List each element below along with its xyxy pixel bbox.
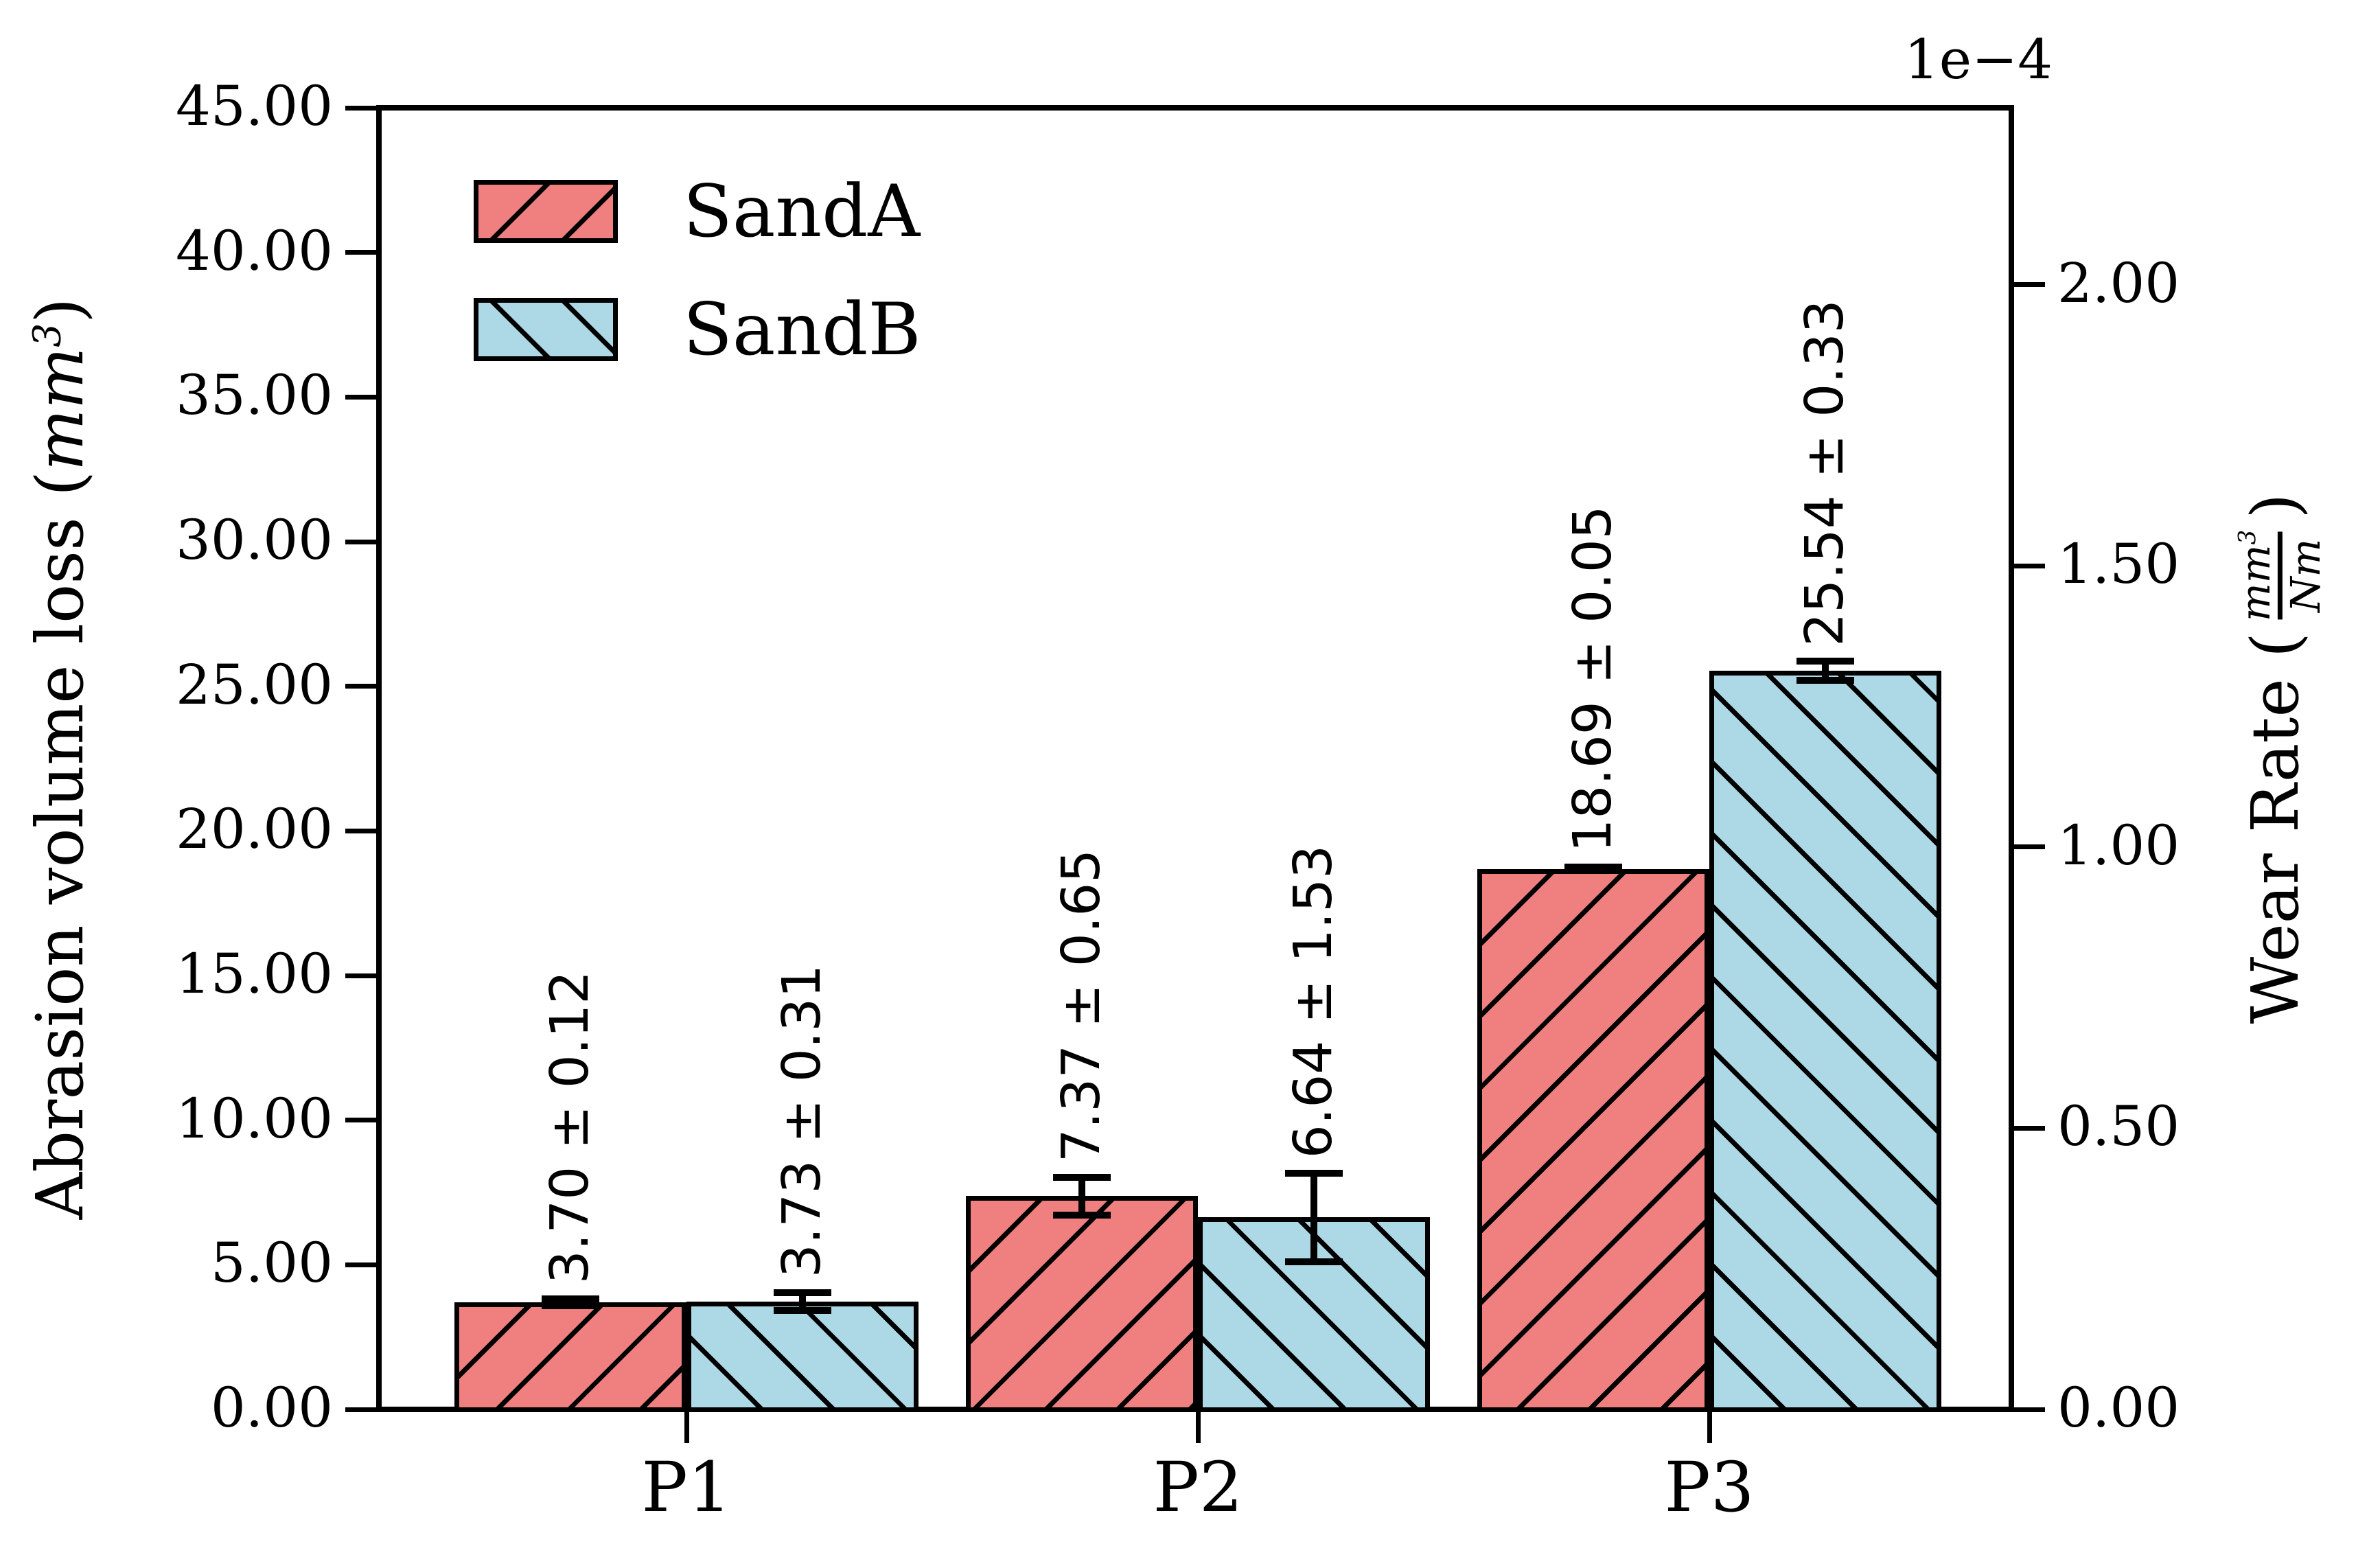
x-tick	[1195, 1412, 1201, 1443]
error-bar-line	[1078, 1177, 1085, 1215]
bar-sanda-p1	[454, 1302, 686, 1412]
y-tick-label-right: 0.50	[2057, 1094, 2180, 1159]
y-tick-left	[345, 1407, 376, 1412]
bar-sanda-p3	[1477, 868, 1709, 1412]
y-tick-label-right: 1.50	[2057, 532, 2180, 597]
error-bar-cap-top	[1796, 658, 1854, 665]
right-axis-title-text: Wear Rate (	[2238, 632, 2313, 1024]
y-tick-right	[2014, 282, 2045, 288]
bar-value-label: 6.64 ± 1.53	[1283, 844, 1344, 1158]
bar-sandb-p3	[1709, 670, 1941, 1412]
y-tick-label-left: 25.00	[175, 652, 333, 717]
y-tick-label-right: 2.00	[2057, 251, 2180, 315]
axis-offset-text: 1e−4	[1904, 27, 2053, 91]
y-tick-label-left: 10.00	[175, 1086, 333, 1151]
y-tick-right	[2014, 1407, 2045, 1412]
y-tick-label-left: 20.00	[175, 797, 333, 862]
y-tick-label-left: 15.00	[175, 942, 333, 1006]
left-axis-title-superscript: 3	[25, 323, 69, 347]
bar-value-label: 25.54 ± 0.33	[1794, 299, 1856, 647]
fraction-numerator-superscript: 3	[2234, 529, 2262, 545]
x-tick-label: P2	[1153, 1447, 1243, 1527]
error-bar-cap-bottom	[1053, 1211, 1111, 1219]
y-tick-label-left: 35.00	[175, 363, 333, 428]
left-axis-title-suffix: )	[23, 297, 98, 323]
y-tick-label-left: 45.00	[175, 74, 333, 138]
y-tick-left	[345, 1262, 376, 1267]
error-bar-cap-top	[1053, 1174, 1111, 1181]
legend-label-sandb: SandB	[683, 288, 921, 371]
error-bar-cap-top	[1285, 1169, 1343, 1177]
error-bar-cap-bottom	[1796, 676, 1854, 684]
y-tick-left	[345, 250, 376, 255]
bar-value-label: 3.73 ± 0.31	[772, 964, 833, 1278]
error-bar-line	[567, 1299, 574, 1306]
y-tick-right	[2014, 844, 2045, 850]
y-tick-label-left: 0.00	[210, 1376, 333, 1440]
y-tick-label-right: 1.00	[2057, 813, 2180, 877]
y-tick-left	[345, 828, 376, 833]
error-bar-cap-bottom	[774, 1306, 831, 1314]
error-bar-cap-bottom	[542, 1302, 599, 1310]
error-bar-cap-top	[542, 1295, 599, 1303]
y-tick-left	[345, 394, 376, 400]
y-tick-right	[2014, 1125, 2045, 1131]
left-axis-title-unit: mm	[23, 347, 98, 471]
error-bar-line	[799, 1292, 806, 1311]
fraction-numerator: mm3	[2231, 523, 2279, 628]
wear-rate-fraction: mm3 Nm	[2231, 523, 2329, 628]
error-bar-line	[1310, 1173, 1317, 1262]
y-tick-label-right: 0.00	[2057, 1376, 2180, 1440]
left-axis-title-text: Abrasion volume loss (	[23, 470, 98, 1220]
error-bar-cap-top	[774, 1289, 831, 1296]
fraction-denominator: Nm	[2277, 531, 2329, 620]
error-bar-cap-bottom	[1564, 866, 1622, 874]
y-tick-left	[345, 539, 376, 544]
y-tick-label-left: 40.00	[175, 218, 333, 283]
y-tick-label-left: 30.00	[175, 508, 333, 572]
y-tick-left	[345, 1118, 376, 1123]
y-tick-right	[2014, 563, 2045, 568]
error-bar-line	[1822, 661, 1829, 680]
bar-sandb-p1	[686, 1301, 919, 1412]
y-tick-left	[345, 684, 376, 689]
right-axis-title: Wear Rate (mm3 Nm)	[2231, 493, 2329, 1024]
right-axis-title-suffix: )	[2238, 493, 2313, 519]
x-tick	[1707, 1412, 1712, 1443]
bar-value-label: 18.69 ± 0.05	[1562, 505, 1624, 853]
x-tick-label: P1	[641, 1447, 732, 1527]
y-tick-left	[345, 973, 376, 978]
error-bar-cap-bottom	[1285, 1258, 1343, 1265]
bar-sanda-p2	[966, 1196, 1198, 1412]
y-tick-label-left: 5.00	[210, 1231, 333, 1295]
x-tick-label: P3	[1664, 1447, 1755, 1527]
y-tick-left	[345, 105, 376, 111]
legend-label-sanda: SandA	[683, 170, 921, 253]
legend-swatch-sanda	[474, 180, 618, 243]
legend-swatch-sandb	[474, 298, 618, 361]
bar-value-label: 3.70 ± 0.12	[540, 970, 601, 1284]
x-tick	[684, 1412, 689, 1443]
left-axis-title: Abrasion volume loss (mm3)	[23, 298, 98, 1220]
fraction-numerator-unit: mm	[2231, 544, 2279, 622]
bar-value-label: 7.37 ± 0.65	[1051, 849, 1112, 1163]
